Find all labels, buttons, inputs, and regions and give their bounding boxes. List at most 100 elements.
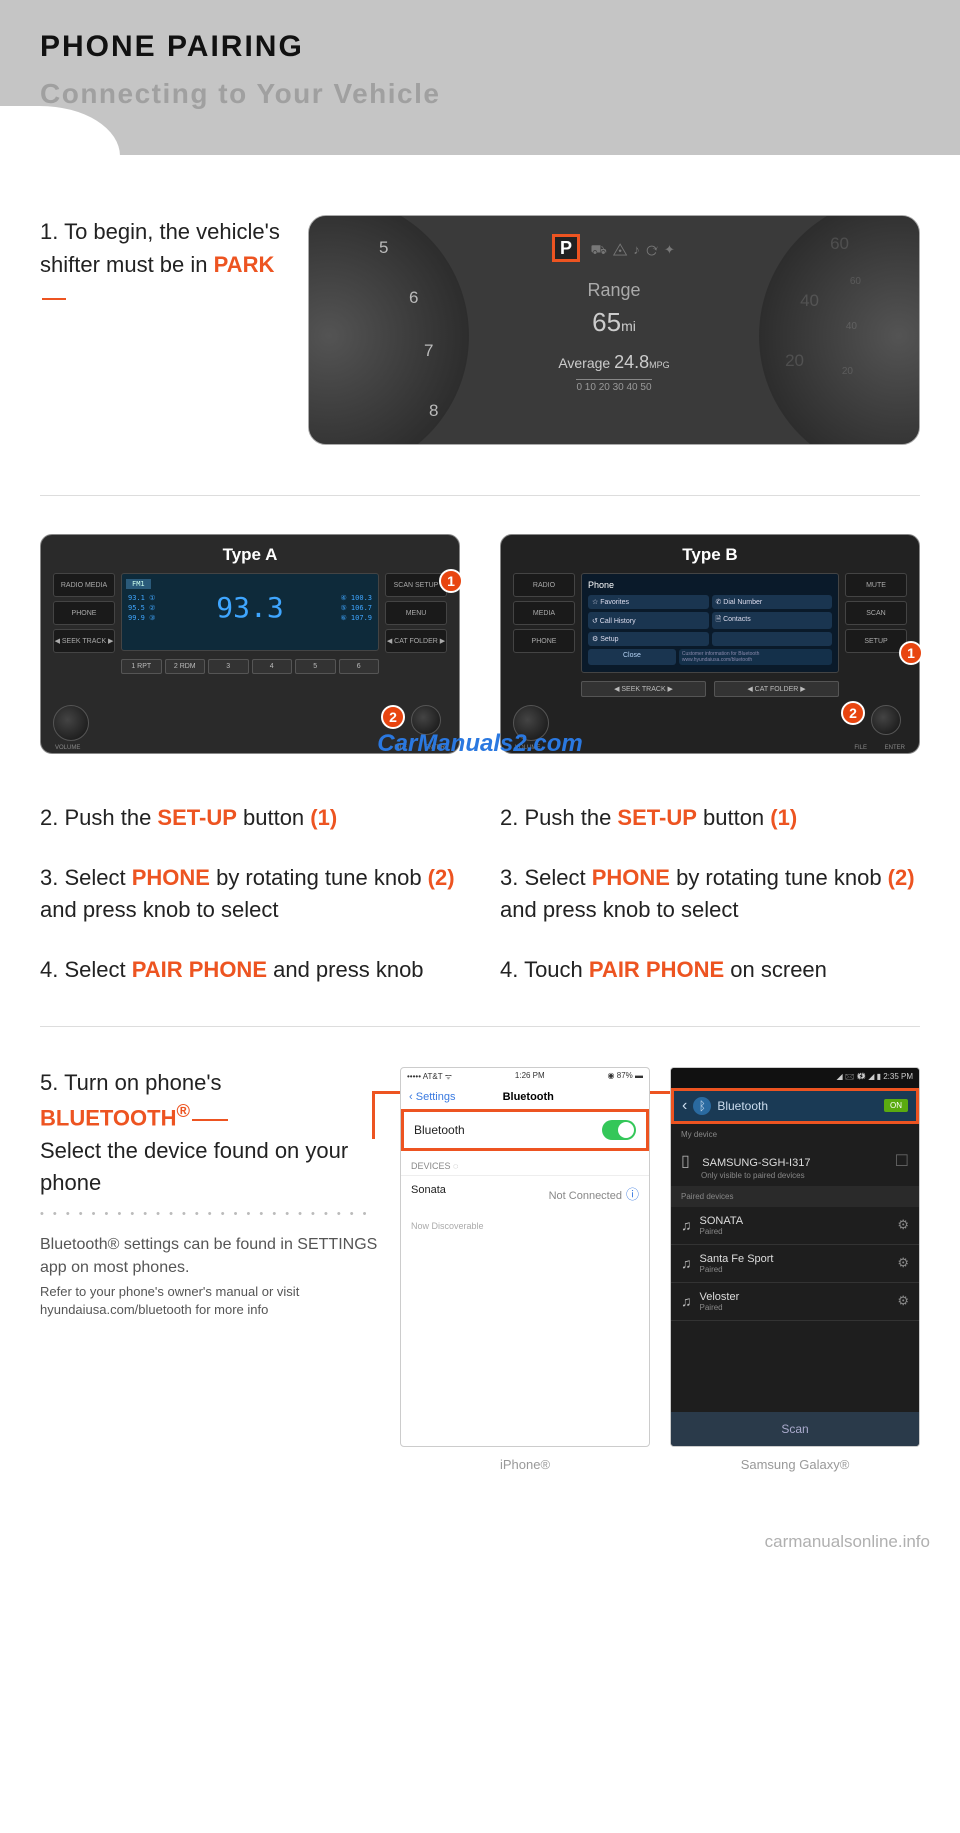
gauge-tick: 40 xyxy=(846,321,857,332)
android-caption: Samsung Galaxy® xyxy=(670,1457,920,1472)
step-b3: 3. Select PHONE by rotating tune knob (2… xyxy=(500,862,920,926)
btn-scan: SCAN xyxy=(845,601,907,625)
ip-title: Bluetooth xyxy=(503,1091,554,1103)
gear-icon: ⚙ xyxy=(897,1255,909,1271)
on-badge: ON xyxy=(884,1099,908,1112)
btn-seek: ◀ SEEK TRACK ▶ xyxy=(53,629,115,653)
park-icon: P xyxy=(552,234,580,262)
bluetooth-icon: ᛒ xyxy=(693,1097,711,1115)
footer-watermark: carmanualsonline.info xyxy=(0,1512,960,1572)
discoverable-label: Now Discoverable xyxy=(401,1211,649,1235)
ip-nav-bar: ‹ Settings Bluetooth xyxy=(401,1085,649,1109)
page-subtitle: Connecting to Your Vehicle xyxy=(40,78,920,110)
step-1-section: 1. To begin, the vehicle's shifter must … xyxy=(0,155,960,495)
btn-mute: MUTE xyxy=(845,573,907,597)
btn-radio: RADIO xyxy=(513,573,575,597)
an-status-bar: ◢ 🖂 🗱 ◢ ▮ 2:35 PM xyxy=(671,1068,919,1088)
connector-line-icon xyxy=(192,1119,228,1121)
gauge-tick: 20 xyxy=(842,366,853,377)
btn-phone: PHONE xyxy=(513,629,575,653)
steps-2-4-row: 2. Push the SET-UP button (1) 3. Select … xyxy=(0,792,960,1026)
toggle-on-icon xyxy=(602,1120,636,1140)
iphone-mockup: ••••• AT&T ᯤ1:26 PM◉ 87% ▬ ‹ Settings Bl… xyxy=(400,1067,650,1447)
range-value: 65mi xyxy=(504,307,724,338)
preset-row: 1 RPT 2 RDM 3 4 5 6 xyxy=(121,659,379,674)
type-a-column: Type A RADIO MEDIA PHONE ◀ SEEK TRACK ▶ … xyxy=(40,534,460,754)
gauge-num: 60 xyxy=(830,234,849,254)
tune-knob-icon xyxy=(871,705,901,735)
avg-row: Average 24.8MPG xyxy=(504,352,724,373)
paired-device-item: ♫VelosterPaired⚙ xyxy=(671,1283,919,1321)
devices-label: DEVICES ◌ xyxy=(401,1151,649,1175)
btn-menu: MENU xyxy=(385,601,447,625)
header-banner: PHONE PAIRING Connecting to Your Vehicle xyxy=(0,0,960,155)
gauge-num: 40 xyxy=(800,291,819,311)
gauge-num: 6 xyxy=(409,288,418,308)
step-b4: 4. Touch PAIR PHONE on screen xyxy=(500,954,920,986)
android-mockup: ◢ 🖂 🗱 ◢ ▮ 2:35 PM ‹ ᛒ Bluetooth ON My de… xyxy=(670,1067,920,1447)
volume-knob-icon xyxy=(513,705,549,741)
phones-wrap: ••••• AT&T ᯤ1:26 PM◉ 87% ▬ ‹ Settings Bl… xyxy=(400,1067,920,1472)
bluetooth-header: ‹ ᛒ Bluetooth ON xyxy=(671,1088,919,1124)
big-freq: 93.3 xyxy=(126,591,374,624)
paired-device-item: ♫Santa Fe SportPaired⚙ xyxy=(671,1245,919,1283)
range-label: Range xyxy=(504,280,724,301)
type-a-steps: 2. Push the SET-UP button (1) 3. Select … xyxy=(40,802,460,986)
lcd-display-a: FM1 93.1 ①95.5 ②99.9 ③ 93.3 ④ 100.3⑤ 106… xyxy=(121,573,379,651)
checkbox-icon: ☐ xyxy=(895,1151,909,1171)
paired-devices-label: Paired devices xyxy=(671,1186,919,1207)
bottom-btns: ◀ SEEK TRACK ▶ ◀ CAT FOLDER ▶ xyxy=(581,681,839,697)
preset-left: 93.1 ①95.5 ②99.9 ③ xyxy=(128,594,155,623)
callout-1-badge: 1 xyxy=(899,641,923,665)
step-a3: 3. Select PHONE by rotating tune knob (2… xyxy=(40,862,460,926)
gear-icon: ⚙ xyxy=(897,1217,909,1233)
callout-1-badge: 1 xyxy=(439,569,463,593)
btn-cat: ◀ CAT FOLDER ▶ xyxy=(385,629,447,653)
step5-sub2: Refer to your phone's owner's manual or … xyxy=(40,1283,380,1319)
btn-radio-media: RADIO MEDIA xyxy=(53,573,115,597)
step-5-text: 5. Turn on phone's BLUETOOTH® Select the… xyxy=(40,1067,380,1320)
step-a2: 2. Push the SET-UP button (1) xyxy=(40,802,460,834)
lcd-display-b: Phone ☆ Favorites ✆ Dial Number ↺ Call H… xyxy=(581,573,839,673)
step5-main: 5. Turn on phone's BLUETOOTH® Select the… xyxy=(40,1067,380,1199)
back-arrow-icon: ‹ xyxy=(682,1097,687,1115)
callout-2-badge: 2 xyxy=(381,705,405,729)
step-b2: 2. Push the SET-UP button (1) xyxy=(500,802,920,834)
callout-2-badge: 2 xyxy=(841,701,865,725)
preset-right: ④ 100.3⑤ 106.7⑥ 107.9 xyxy=(340,594,372,623)
gear-icon: ⚙ xyxy=(897,1293,909,1309)
scan-button: Scan xyxy=(671,1412,919,1446)
back-label: ‹ Settings xyxy=(409,1091,455,1103)
btn-phone: PHONE xyxy=(53,601,115,625)
paired-devices-list: ♫SONATAPaired⚙♫Santa Fe SportPaired⚙♫Vel… xyxy=(671,1207,919,1321)
iphone-caption: iPhone® xyxy=(400,1457,650,1472)
headset-icon: ♫ xyxy=(681,1255,692,1271)
radio-type-b: Type B RADIO MEDIA PHONE Phone ☆ Favorit… xyxy=(500,534,920,754)
phone-captions: iPhone® Samsung Galaxy® xyxy=(400,1447,920,1472)
type-b-steps: 2. Push the SET-UP button (1) 3. Select … xyxy=(500,802,920,986)
volume-knob-icon xyxy=(53,705,89,741)
bluetooth-switch-row: Bluetooth xyxy=(401,1109,649,1151)
type-a-title: Type A xyxy=(53,541,447,573)
dash-icons: ⛟ ◬ ♪ ⟳ ✦ xyxy=(591,242,676,260)
device-row: Sonata Not Connectedⓘ xyxy=(401,1175,649,1211)
gauge-num: 8 xyxy=(429,401,438,421)
btn-media: MEDIA xyxy=(513,601,575,625)
btn-setup: SETUP xyxy=(845,629,907,653)
gauge-num: 5 xyxy=(379,238,388,258)
radio-panels-row: Type A RADIO MEDIA PHONE ◀ SEEK TRACK ▶ … xyxy=(0,496,960,792)
connector-line-icon xyxy=(42,298,66,300)
headset-icon: ♫ xyxy=(681,1217,692,1233)
step-a4: 4. Select PAIR PHONE and press knob xyxy=(40,954,460,986)
gauge-num: 20 xyxy=(785,351,804,371)
info-icon: ⓘ xyxy=(626,1187,639,1202)
step5-sub1: Bluetooth® settings can be found in SETT… xyxy=(40,1234,380,1279)
headset-icon: ♫ xyxy=(681,1293,692,1309)
radio-type-a: Type A RADIO MEDIA PHONE ◀ SEEK TRACK ▶ … xyxy=(40,534,460,754)
dashboard-illustration: 5 6 7 8 60 40 20 60 40 20 P ⛟ ◬ ♪ ⟳ ✦ Ra… xyxy=(308,215,920,445)
switch-label: Bluetooth xyxy=(414,1123,465,1137)
fm-tag: FM1 xyxy=(126,579,151,589)
my-device-label: My device xyxy=(671,1124,919,1145)
dots-divider: • • • • • • • • • • • • • • • • • • • • … xyxy=(40,1208,380,1220)
btn-scan-setup: SCAN SETUP xyxy=(385,573,447,597)
